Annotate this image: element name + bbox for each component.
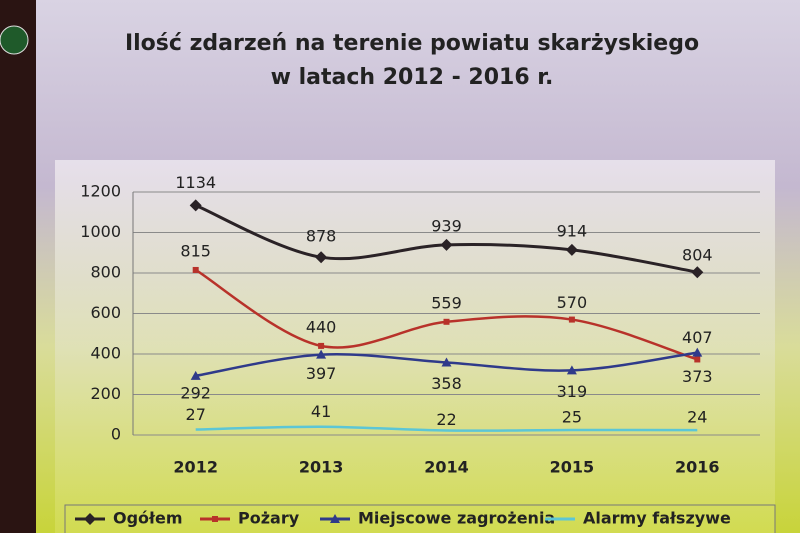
marker bbox=[330, 514, 340, 523]
x-tick-label: 2016 bbox=[675, 458, 720, 477]
y-tick-label: 400 bbox=[90, 344, 121, 363]
data-label: 27 bbox=[186, 405, 206, 424]
data-label: 292 bbox=[180, 383, 211, 402]
marker bbox=[315, 251, 328, 264]
marker bbox=[192, 266, 199, 273]
x-tick-label: 2012 bbox=[173, 458, 218, 477]
marker bbox=[190, 370, 201, 380]
marker bbox=[318, 342, 325, 349]
data-label: 25 bbox=[562, 407, 582, 426]
data-label: 804 bbox=[682, 246, 713, 265]
legend-label: Miejscowe zagrożenia bbox=[358, 509, 555, 528]
y-tick-label: 200 bbox=[90, 384, 121, 403]
data-label: 939 bbox=[431, 216, 462, 235]
data-label: 914 bbox=[557, 221, 588, 240]
x-tick-label: 2015 bbox=[550, 458, 595, 477]
marker bbox=[565, 243, 578, 256]
x-tick-label: 2014 bbox=[424, 458, 469, 477]
data-label: 1134 bbox=[175, 173, 216, 192]
data-label: 570 bbox=[557, 293, 588, 312]
data-label: 41 bbox=[311, 402, 331, 421]
y-tick-label: 600 bbox=[90, 303, 121, 322]
marker bbox=[568, 316, 575, 323]
chart-area bbox=[55, 160, 775, 533]
data-label: 815 bbox=[180, 241, 211, 260]
marker bbox=[691, 266, 704, 279]
marker bbox=[441, 357, 452, 367]
y-tick-label: 1000 bbox=[80, 222, 121, 241]
series-line bbox=[195, 425, 698, 432]
legend-box bbox=[64, 504, 776, 533]
chart-title: w latach 2012 - 2016 r. bbox=[271, 65, 554, 90]
y-tick-label: 0 bbox=[111, 425, 121, 444]
data-label: 440 bbox=[306, 317, 337, 336]
data-label: 559 bbox=[431, 293, 462, 312]
marker bbox=[212, 516, 218, 522]
data-label: 319 bbox=[557, 382, 588, 401]
x-tick-label: 2013 bbox=[299, 458, 344, 477]
marker bbox=[440, 238, 453, 251]
y-tick-label: 1200 bbox=[80, 182, 121, 201]
marker bbox=[84, 513, 96, 525]
marker bbox=[566, 365, 577, 375]
chart-title: Ilość zdarzeń na terenie powiatu skarżys… bbox=[125, 31, 699, 56]
data-label: 373 bbox=[682, 367, 713, 386]
marker bbox=[443, 318, 450, 325]
side-strip bbox=[0, 0, 36, 533]
marker bbox=[189, 199, 202, 212]
data-label: 24 bbox=[687, 408, 707, 427]
data-label: 358 bbox=[431, 374, 462, 393]
logo bbox=[0, 25, 29, 55]
data-label: 878 bbox=[306, 227, 337, 246]
data-label: 397 bbox=[306, 364, 337, 383]
data-label: 407 bbox=[682, 328, 713, 347]
marker bbox=[694, 356, 701, 363]
y-tick-label: 800 bbox=[90, 263, 121, 282]
legend-label: Pożary bbox=[238, 509, 300, 528]
legend-label: Alarmy fałszywe bbox=[583, 509, 731, 528]
marker bbox=[316, 349, 327, 359]
data-label: 22 bbox=[436, 410, 456, 429]
legend-label: Ogółem bbox=[113, 509, 183, 528]
marker bbox=[692, 347, 703, 357]
